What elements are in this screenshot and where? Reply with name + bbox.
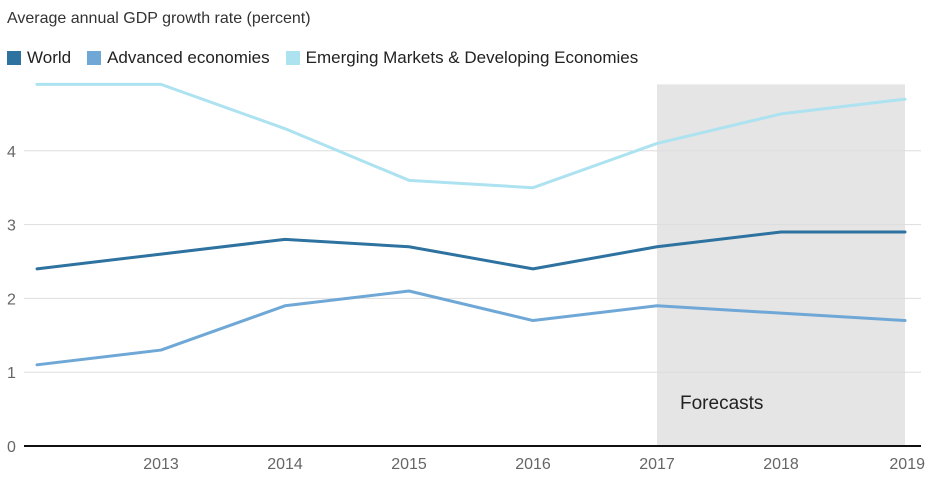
y-tick-label-0: 0 xyxy=(7,439,16,456)
legend-swatch-emerging-markets xyxy=(285,51,300,65)
x-tick-label-2017: 2017 xyxy=(639,456,675,473)
legend-item-advanced-economies[interactable]: Advanced economies xyxy=(87,48,270,68)
y-tick-label-2: 2 xyxy=(7,291,16,308)
series-line-emerging-markets-developing-economies xyxy=(35,82,907,190)
x-tick-label-2019: 2019 xyxy=(889,456,925,473)
y-tick-label-4: 4 xyxy=(7,144,16,161)
legend-label-advanced-economies: Advanced economies xyxy=(107,48,270,67)
legend-label-emerging-markets: Emerging Markets & Developing Economies xyxy=(305,48,639,67)
forecast-region xyxy=(657,84,905,446)
x-tick-label-2013: 2013 xyxy=(143,456,179,473)
legend-item-emerging-markets[interactable]: Emerging Markets & Developing Economies xyxy=(285,48,639,68)
chart-title: Average annual GDP growth rate (percent) xyxy=(7,10,311,27)
x-tick-label-2014: 2014 xyxy=(267,456,303,473)
legend-swatch-world xyxy=(7,51,21,65)
legend: World Advanced economies Emerging Market… xyxy=(7,48,654,68)
forecast-label: Forecasts xyxy=(680,393,763,414)
x-tick-label-2018: 2018 xyxy=(763,456,799,473)
series-line-world xyxy=(35,230,907,271)
y-tick-label-3: 3 xyxy=(7,218,16,235)
series-line-advanced-economies xyxy=(35,289,907,367)
legend-label-world: World xyxy=(27,48,72,67)
x-tick-label-2016: 2016 xyxy=(515,456,551,473)
x-tick-label-2015: 2015 xyxy=(391,456,427,473)
legend-swatch-advanced-economies xyxy=(87,51,102,65)
legend-item-world[interactable]: World xyxy=(7,48,71,68)
y-tick-label-1: 1 xyxy=(7,365,16,382)
